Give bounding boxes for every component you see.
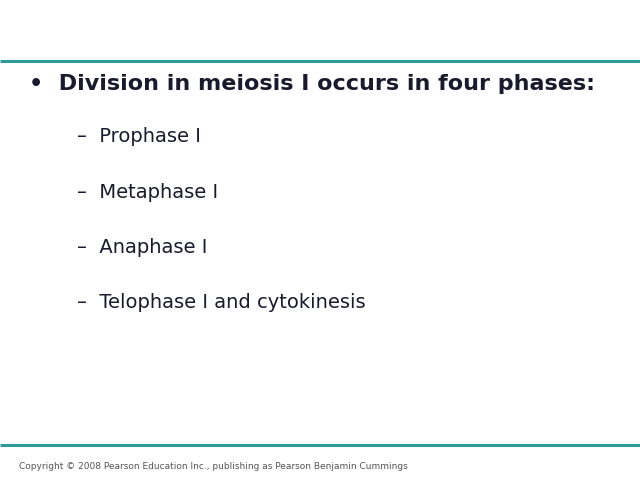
Text: Copyright © 2008 Pearson Education Inc., publishing as Pearson Benjamin Cummings: Copyright © 2008 Pearson Education Inc.,… bbox=[19, 462, 408, 471]
Text: •  Division in meiosis I occurs in four phases:: • Division in meiosis I occurs in four p… bbox=[29, 74, 595, 94]
Text: –  Metaphase I: – Metaphase I bbox=[77, 182, 218, 202]
Text: –  Prophase I: – Prophase I bbox=[77, 127, 201, 146]
Text: –  Telophase I and cytokinesis: – Telophase I and cytokinesis bbox=[77, 293, 365, 312]
Text: –  Anaphase I: – Anaphase I bbox=[77, 238, 207, 257]
